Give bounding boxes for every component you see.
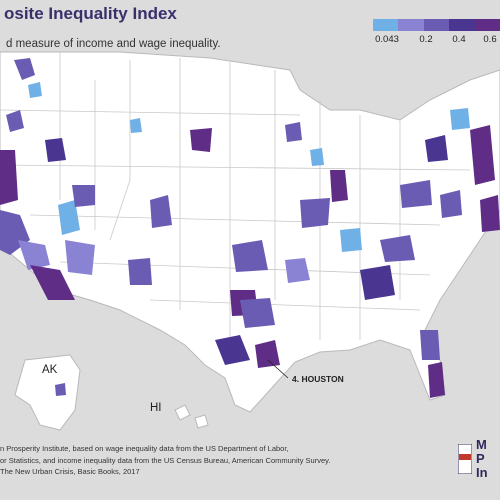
alaska-label: AK — [42, 364, 58, 376]
logo-line-3: In — [476, 465, 488, 480]
legend-tick-1: 0.043 — [375, 34, 399, 45]
crisis-badge-icon — [458, 444, 472, 474]
alaska-outline — [14, 354, 81, 431]
source-line-2: or Statistics, and income inequality dat… — [0, 455, 331, 465]
hawaii-label: HI — [150, 402, 162, 414]
legend-swatch-5 — [474, 19, 500, 31]
mpi-logo: M P In — [458, 438, 500, 494]
hawaii-outline — [174, 404, 209, 429]
legend-swatch-4 — [449, 19, 475, 31]
source-note: n Prosperity Institute, based on wage in… — [0, 443, 460, 478]
legend-tick-4: 0.6 — [483, 34, 497, 45]
color-legend: 0.043 0.2 0.4 0.6 — [373, 19, 500, 49]
map-subtitle: d measure of income and wage inequality. — [6, 38, 221, 50]
metro-regions — [0, 58, 500, 398]
map-title: osite Inequality Index — [4, 4, 177, 23]
logo-line-1: M — [476, 437, 487, 452]
legend-tick-2: 0.2 — [419, 34, 433, 45]
legend-tick-3: 0.4 — [452, 34, 466, 45]
legend-swatch-1 — [373, 19, 399, 31]
us-mainland — [0, 51, 500, 413]
logo-line-2: P — [476, 451, 485, 466]
source-line-1: n Prosperity Institute, based on wage in… — [0, 444, 289, 453]
legend-swatch-2 — [398, 19, 424, 31]
source-line-3: The New Urban Crisis, Basic Books, 2017 — [0, 467, 140, 476]
legend-swatch-3 — [423, 19, 450, 31]
legend-bar — [373, 19, 500, 31]
state-borders — [0, 52, 471, 350]
houston-label: 4. HOUSTON — [292, 374, 344, 384]
houston-leader-line — [267, 359, 289, 379]
